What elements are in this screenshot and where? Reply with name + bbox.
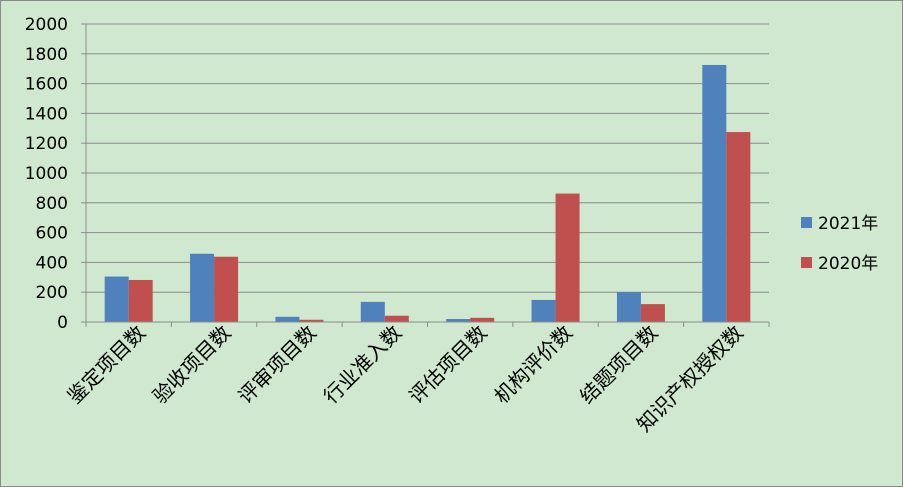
legend-swatch [801, 217, 812, 228]
bar-series1 [616, 292, 641, 322]
bar-series2 [555, 193, 580, 322]
legend-swatch [801, 257, 812, 268]
legend: 2021年 2020年 [801, 214, 878, 274]
x-category-label: 评估项目数 [404, 321, 492, 409]
bar-series1 [531, 299, 556, 322]
bar-series1 [104, 276, 129, 322]
y-tick-label: 800 [36, 194, 68, 214]
x-category-label: 结题项目数 [575, 321, 663, 409]
y-tick-label: 1800 [25, 45, 68, 65]
y-tick-label: 400 [36, 253, 68, 273]
bar-series2 [640, 304, 665, 322]
bar-series2 [726, 132, 751, 322]
y-tick-label: 1600 [25, 75, 68, 95]
bar-series1 [702, 64, 727, 322]
bar-series2 [470, 317, 495, 322]
y-tick-label: 200 [36, 283, 68, 303]
bar-series1 [360, 301, 385, 322]
x-category-label: 行业准入数 [319, 321, 407, 409]
x-category-label: 机构评价数 [489, 321, 577, 409]
legend-label: 2020年 [818, 254, 878, 274]
axes [81, 23, 770, 327]
x-category-label: 评审项目数 [233, 321, 321, 409]
x-category-label: 验收项目数 [148, 321, 236, 409]
y-tick-label: 1400 [25, 104, 68, 124]
y-tick-label: 1000 [25, 164, 68, 184]
bar-series2 [299, 319, 324, 322]
bars [104, 64, 751, 322]
bar-series1 [275, 316, 300, 322]
bar-series2 [214, 256, 239, 322]
y-tick-label: 0 [57, 313, 68, 333]
y-axis-tick-labels: 0 200 400 600 800 1000 1200 1400 1600 1800 2000 [25, 15, 68, 333]
y-tick-label: 600 [36, 224, 68, 244]
legend-label: 2021年 [818, 214, 878, 234]
bar-series2 [128, 279, 153, 322]
x-axis-category-labels: 鉴定项目数验收项目数评审项目数行业准入数评估项目数机构评价数结题项目数知识产权授… [63, 321, 748, 437]
bar-series2 [384, 315, 409, 322]
bar-series1 [190, 253, 215, 322]
y-tick-label: 2000 [25, 15, 68, 35]
x-category-label: 鉴定项目数 [63, 321, 151, 409]
y-tick-label: 1200 [25, 134, 68, 154]
gridlines [86, 23, 769, 293]
bar-series1 [446, 319, 471, 322]
